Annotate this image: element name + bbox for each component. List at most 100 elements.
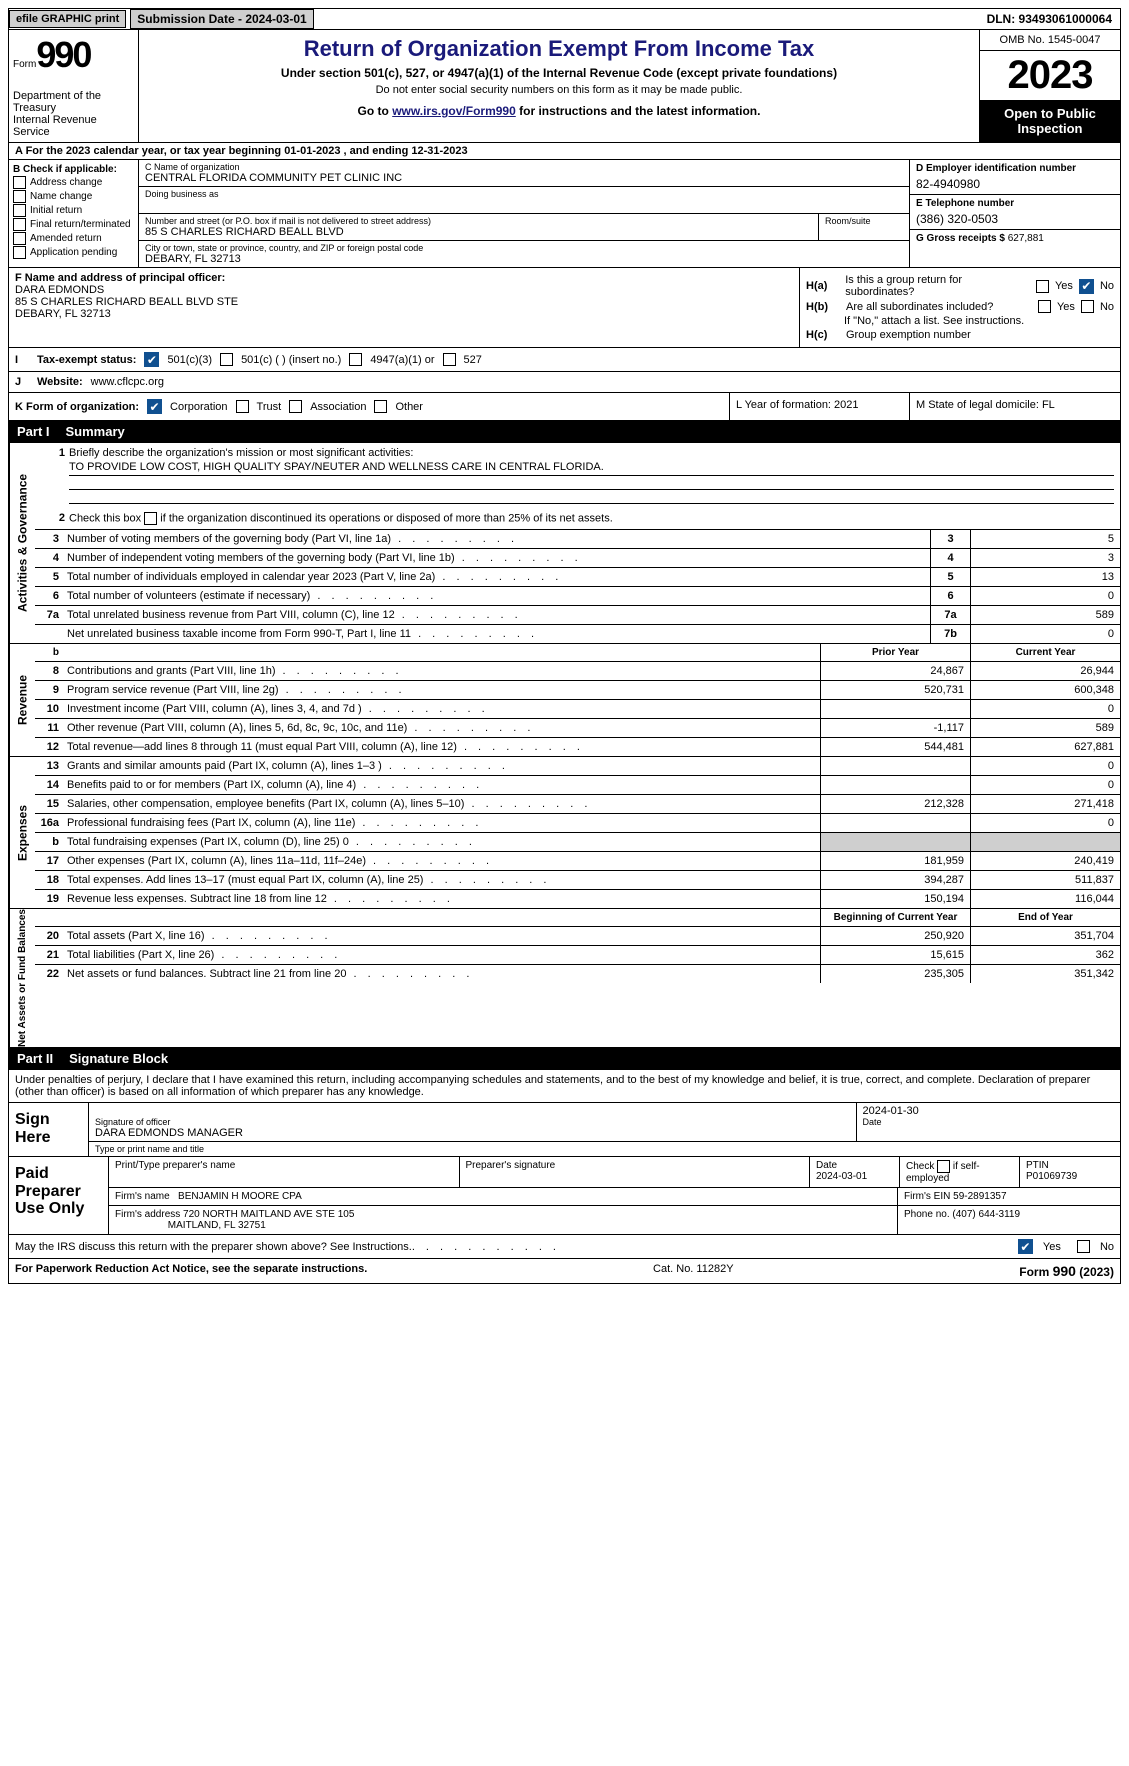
expense-line: 13Grants and similar amounts paid (Part …	[35, 757, 1120, 776]
part-i-header: Part ISummary	[8, 421, 1121, 443]
checkbox-initial-return[interactable]	[13, 204, 26, 217]
summary-line: 6Total number of volunteers (estimate if…	[35, 587, 1120, 606]
sign-here-block: Sign Here Signature of officerDARA EDMON…	[8, 1103, 1121, 1157]
section-f: F Name and address of principal officer:…	[9, 268, 800, 347]
ssn-warning: Do not enter social security numbers on …	[147, 84, 971, 96]
expense-line: bTotal fundraising expenses (Part IX, co…	[35, 833, 1120, 852]
instructions-link: Go to www.irs.gov/Form990 for instructio…	[147, 104, 971, 118]
k-other[interactable]	[374, 400, 387, 413]
summary-line: Net unrelated business taxable income fr…	[35, 625, 1120, 643]
self-employed-checkbox[interactable]	[937, 1160, 950, 1173]
gross-receipts: 627,881	[1008, 233, 1044, 244]
discuss-row: May the IRS discuss this return with the…	[8, 1235, 1121, 1259]
revenue-line: 9Program service revenue (Part VIII, lin…	[35, 681, 1120, 700]
firm-addr1: 720 NORTH MAITLAND AVE STE 105	[183, 1209, 354, 1220]
revenue-line: 10Investment income (Part VIII, column (…	[35, 700, 1120, 719]
i-501c3-checked[interactable]: ✔	[144, 352, 159, 367]
irs-link[interactable]: www.irs.gov/Form990	[392, 104, 516, 118]
checkbox-final-return[interactable]	[13, 218, 26, 231]
sign-date: 2024-01-30	[863, 1105, 1115, 1117]
i-501c[interactable]	[220, 353, 233, 366]
k-trust[interactable]	[236, 400, 249, 413]
checkbox-amended[interactable]	[13, 232, 26, 245]
cat-no: Cat. No. 11282Y	[653, 1263, 734, 1279]
form-title: Return of Organization Exempt From Incom…	[147, 36, 971, 62]
revenue-section: Revenue b Prior Year Current Year 8Contr…	[8, 644, 1121, 757]
row-j: JWebsite: www.cflcpc.org	[8, 372, 1121, 393]
ha-yes[interactable]	[1036, 280, 1049, 293]
section-d-e-g: D Employer identification number82-49409…	[910, 160, 1120, 267]
ptin: P01069739	[1026, 1171, 1114, 1182]
perjury-statement: Under penalties of perjury, I declare th…	[8, 1070, 1121, 1103]
form-subtitle: Under section 501(c), 527, or 4947(a)(1)…	[147, 66, 971, 80]
dept-label: Department of the Treasury Internal Reve…	[13, 90, 134, 138]
checkbox-name-change[interactable]	[13, 190, 26, 203]
form-number: Form990	[13, 34, 134, 76]
k-assoc[interactable]	[289, 400, 302, 413]
expense-line: 16aProfessional fundraising fees (Part I…	[35, 814, 1120, 833]
ein: 82-4940980	[916, 177, 1114, 191]
expense-line: 15Salaries, other compensation, employee…	[35, 795, 1120, 814]
org-city: DEBARY, FL 32713	[145, 253, 903, 265]
telephone: (386) 320-0503	[916, 212, 1114, 226]
firm-ein: 59-2891357	[953, 1191, 1006, 1202]
submission-date: Submission Date - 2024-03-01	[130, 9, 313, 29]
open-public: Open to Public Inspection	[980, 100, 1120, 142]
section-b: B Check if applicable: Address change Na…	[9, 160, 139, 267]
state-domicile: M State of legal domicile: FL	[910, 393, 1120, 420]
firm-name: BENJAMIN H MOORE CPA	[178, 1191, 302, 1202]
org-street: 85 S CHARLES RICHARD BEALL BLVD	[145, 226, 812, 238]
tax-year: 2023	[980, 51, 1120, 100]
prep-date: 2024-03-01	[816, 1171, 893, 1182]
top-bar: efile GRAPHIC print Submission Date - 20…	[8, 8, 1121, 30]
expenses-section: Expenses 13Grants and similar amounts pa…	[8, 757, 1121, 909]
row-k: K Form of organization: ✔Corporation Tru…	[8, 393, 1121, 421]
expense-line: 18Total expenses. Add lines 13–17 (must …	[35, 871, 1120, 890]
org-name: CENTRAL FLORIDA COMMUNITY PET CLINIC INC	[145, 172, 903, 184]
expense-line: 19Revenue less expenses. Subtract line 1…	[35, 890, 1120, 908]
preparer-block: Paid Preparer Use Only Print/Type prepar…	[8, 1157, 1121, 1235]
hb-no[interactable]	[1081, 300, 1094, 313]
form-header: Form990 Department of the Treasury Inter…	[8, 30, 1121, 143]
checkbox-discontinued[interactable]	[144, 512, 157, 525]
k-corp-checked[interactable]: ✔	[147, 399, 162, 414]
vtab-governance: Activities & Governance	[9, 443, 35, 643]
i-4947[interactable]	[349, 353, 362, 366]
netassets-line: 20Total assets (Part X, line 16)250,9203…	[35, 927, 1120, 946]
summary-line: 3Number of voting members of the governi…	[35, 530, 1120, 549]
officer-signature: DARA EDMONDS MANAGER	[95, 1127, 850, 1139]
summary-line: 5Total number of individuals employed in…	[35, 568, 1120, 587]
checkbox-app-pending[interactable]	[13, 246, 26, 259]
checkbox-address-change[interactable]	[13, 176, 26, 189]
discuss-yes-checked[interactable]: ✔	[1018, 1239, 1033, 1254]
year-formation: L Year of formation: 2021	[730, 393, 910, 420]
expense-line: 14Benefits paid to or for members (Part …	[35, 776, 1120, 795]
netassets-line: 21Total liabilities (Part X, line 26)15,…	[35, 946, 1120, 965]
i-527[interactable]	[443, 353, 456, 366]
hb-yes[interactable]	[1038, 300, 1051, 313]
summary-line: 7aTotal unrelated business revenue from …	[35, 606, 1120, 625]
efile-button[interactable]: efile GRAPHIC print	[9, 10, 126, 28]
row-i: ITax-exempt status: ✔501(c)(3) 501(c) ( …	[8, 348, 1121, 372]
expense-line: 17Other expenses (Part IX, column (A), l…	[35, 852, 1120, 871]
discuss-no[interactable]	[1077, 1240, 1090, 1253]
part-ii-header: Part IISignature Block	[8, 1048, 1121, 1070]
calendar-year-line: A For the 2023 calendar year, or tax yea…	[8, 143, 1121, 160]
vtab-revenue: Revenue	[9, 644, 35, 756]
officer-name: DARA EDMONDS	[15, 284, 793, 296]
net-assets-section: Net Assets or Fund Balances Beginning of…	[8, 909, 1121, 1048]
ha-no-checked[interactable]: ✔	[1079, 279, 1094, 294]
revenue-line: 11Other revenue (Part VIII, column (A), …	[35, 719, 1120, 738]
section-h: H(a)Is this a group return for subordina…	[800, 268, 1120, 347]
footer: For Paperwork Reduction Act Notice, see …	[8, 1259, 1121, 1284]
vtab-netassets: Net Assets or Fund Balances	[9, 909, 35, 1047]
netassets-line: 22Net assets or fund balances. Subtract …	[35, 965, 1120, 983]
summary-line: 4Number of independent voting members of…	[35, 549, 1120, 568]
activities-governance: Activities & Governance 1Briefly describ…	[8, 443, 1121, 644]
revenue-line: 8Contributions and grants (Part VIII, li…	[35, 662, 1120, 681]
omb-number: OMB No. 1545-0047	[980, 30, 1120, 51]
firm-phone: (407) 644-3119	[952, 1209, 1020, 1220]
website: www.cflcpc.org	[91, 376, 164, 388]
revenue-line: 12Total revenue—add lines 8 through 11 (…	[35, 738, 1120, 756]
vtab-expenses: Expenses	[9, 757, 35, 908]
